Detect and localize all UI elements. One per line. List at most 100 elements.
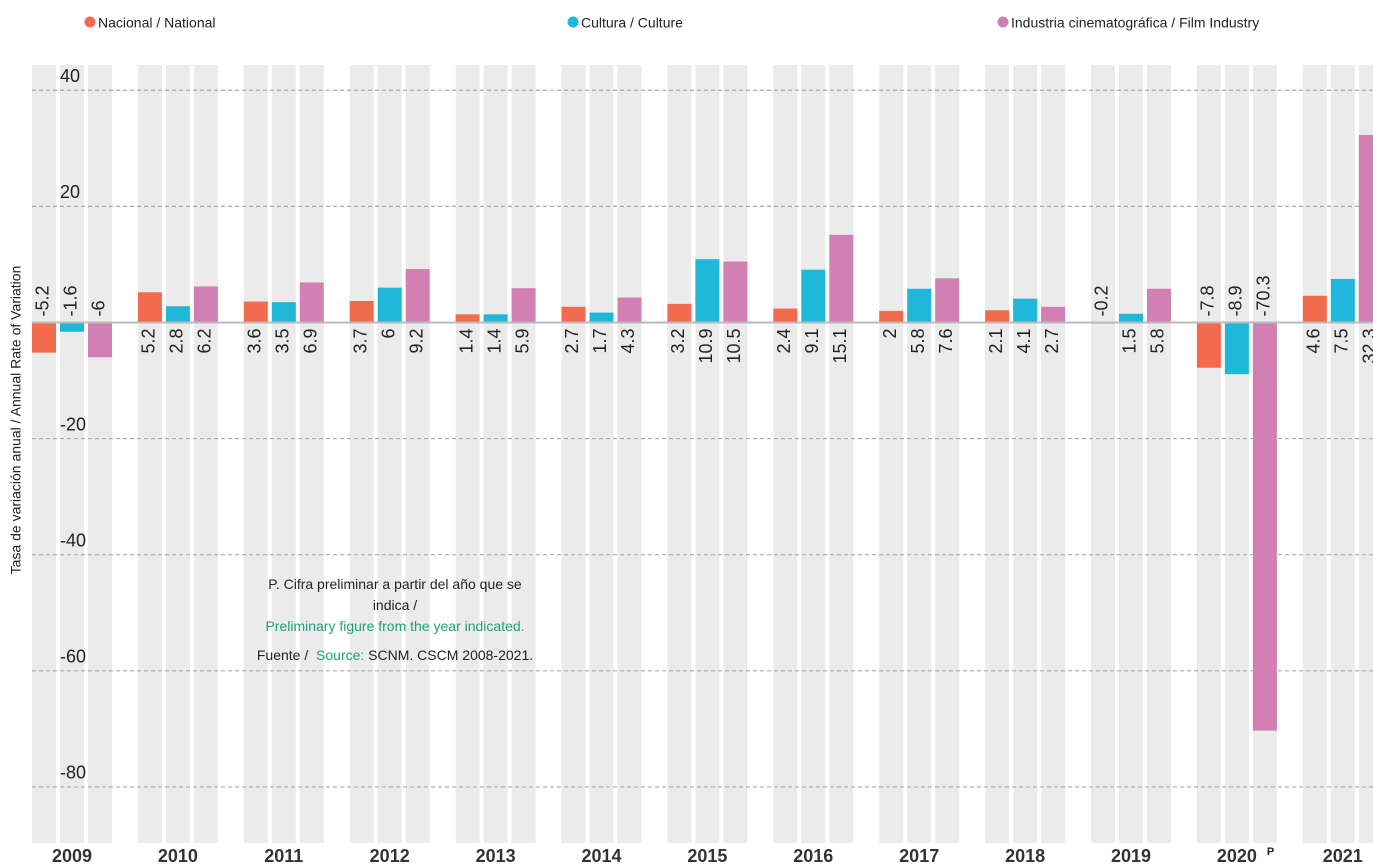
- bar: [88, 322, 112, 358]
- x-tick-label: 2019: [1111, 846, 1151, 866]
- legend-marker: [567, 16, 579, 28]
- value-label: 2.8: [167, 328, 187, 353]
- bar: [695, 259, 720, 323]
- value-label: 9.1: [802, 328, 822, 353]
- value-label: 4.6: [1304, 328, 1324, 353]
- x-tick-label: 2018: [1005, 846, 1045, 866]
- column-background: [60, 65, 84, 843]
- column-background: [1330, 65, 1355, 843]
- value-label: 3.5: [273, 328, 293, 353]
- bar: [1224, 322, 1249, 375]
- bar: [879, 310, 904, 323]
- x-tick-label: 2009: [52, 846, 92, 866]
- column-background: [935, 65, 960, 843]
- bar: [617, 297, 642, 323]
- bar: [165, 306, 190, 323]
- bar: [1196, 322, 1221, 368]
- column-background: [299, 65, 324, 843]
- column-background: [879, 65, 904, 843]
- column-background: [561, 65, 586, 843]
- bar: [1119, 313, 1143, 323]
- value-label: 9.2: [406, 328, 426, 353]
- value-label: -0.2: [1092, 285, 1112, 316]
- column-background: [1147, 65, 1171, 843]
- bar: [935, 278, 960, 323]
- y-axis-label: Tasa de variación anual / Annual Rate of…: [8, 266, 24, 575]
- x-tick-label: 2013: [476, 846, 516, 866]
- value-label: -6: [89, 300, 109, 316]
- value-label: 32.3: [1360, 328, 1373, 363]
- bar: [723, 261, 748, 323]
- column-background: [1302, 65, 1327, 843]
- column-background: [1013, 65, 1038, 843]
- value-label: 1.4: [456, 328, 476, 353]
- value-label: -1.6: [61, 285, 81, 316]
- bar: [801, 269, 826, 323]
- column-background: [511, 65, 536, 843]
- value-label: 3.7: [350, 328, 370, 353]
- legend-label: Industria cinematográfica / Film Industr…: [1011, 15, 1259, 31]
- bar: [985, 310, 1010, 323]
- column-background: [137, 65, 162, 843]
- value-label: 1.5: [1120, 328, 1140, 353]
- source-text: SCNM. CSCM 2008-2021.: [368, 647, 534, 663]
- bar: [511, 288, 536, 323]
- bar: [349, 300, 374, 323]
- note: P. Cifra preliminar a partir del año que…: [250, 574, 540, 666]
- value-label: -8.9: [1226, 285, 1246, 316]
- bar: [137, 292, 162, 323]
- value-label: 2.7: [562, 328, 582, 353]
- y-tick-label: -20: [60, 414, 86, 434]
- value-label: 10.5: [724, 328, 744, 363]
- column-background: [1041, 65, 1066, 843]
- value-label: 5.8: [1148, 328, 1168, 353]
- column-background: [483, 65, 508, 843]
- value-label: 6.2: [195, 328, 215, 353]
- x-tick-label: 2021: [1323, 846, 1363, 866]
- value-label: 10.9: [696, 328, 716, 363]
- column-background: [271, 65, 296, 843]
- value-label: 3.6: [245, 328, 265, 353]
- bar: [60, 322, 84, 332]
- column-background: [165, 65, 190, 843]
- value-label: 7.5: [1332, 328, 1352, 353]
- bar: [1041, 306, 1066, 323]
- bar: [1358, 134, 1373, 323]
- y-tick-label: -40: [60, 530, 86, 550]
- column-background: [617, 65, 642, 843]
- x-tick-label: 2011: [264, 846, 303, 866]
- column-background: [1119, 65, 1143, 843]
- bar: [299, 282, 324, 323]
- bar: [271, 302, 296, 323]
- column-background: [695, 65, 720, 843]
- column-background: [377, 65, 402, 843]
- bar: [561, 306, 586, 323]
- column-background: [32, 65, 56, 843]
- source: Fuente / Source: SCNM. CSCM 2008-2021.: [250, 645, 540, 666]
- value-label: -70.3: [1254, 275, 1274, 316]
- x-tick-label: 2020: [1217, 846, 1257, 866]
- value-label: 5.8: [908, 328, 928, 353]
- y-tick-label: 40: [60, 66, 80, 86]
- bar: [829, 234, 854, 323]
- column-background: [349, 65, 374, 843]
- column-background: [829, 65, 854, 843]
- value-label: 6: [378, 328, 398, 338]
- column-background: [1196, 65, 1221, 843]
- column-background: [723, 65, 748, 843]
- column-background: [405, 65, 430, 843]
- legend-label: Nacional / National: [98, 15, 216, 31]
- value-label: 3.2: [668, 328, 688, 353]
- legend-marker: [84, 16, 96, 28]
- legend-label: Cultura / Culture: [581, 15, 683, 31]
- column-background: [455, 65, 480, 843]
- column-background: [193, 65, 218, 843]
- legend-marker: [997, 16, 1009, 28]
- bar: [667, 303, 692, 323]
- column-background: [667, 65, 692, 843]
- value-label: 2.7: [1042, 328, 1062, 353]
- value-label: 5.2: [139, 328, 159, 353]
- column-background: [88, 65, 112, 843]
- source-prefix: Fuente /: [256, 647, 309, 663]
